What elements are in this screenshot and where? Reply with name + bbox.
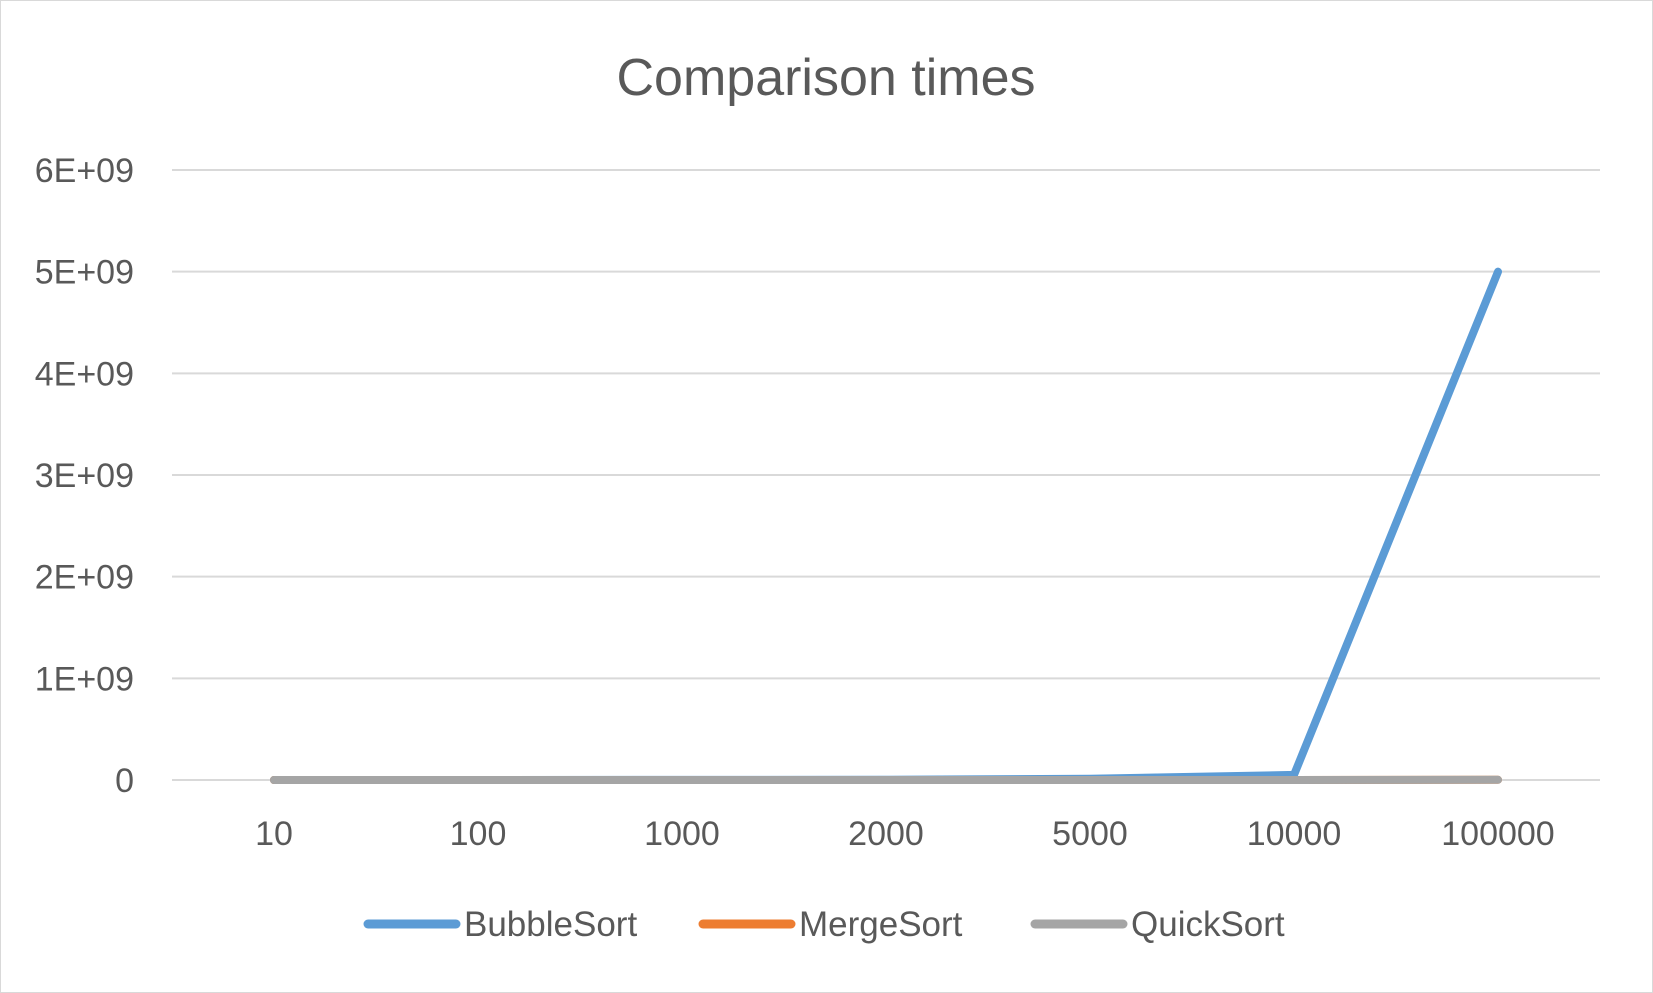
- legend-label: BubbleSort: [464, 905, 637, 944]
- x-axis-ticks: 10 100 1000 2000 5000 10000 100000: [255, 815, 1555, 853]
- data-point-bubblesort: [1497, 271, 1499, 273]
- x-tick-label: 10000: [1247, 815, 1342, 853]
- chart-title: Comparison times: [616, 49, 1035, 107]
- y-axis-ticks: 0 1E+09 2E+09 3E+09 4E+09 5E+09 6E+09: [35, 152, 134, 800]
- legend-item-quicksort: QuickSort: [1030, 905, 1285, 944]
- data-point-bubblesort: [1293, 774, 1295, 776]
- y-tick-label: 0: [115, 762, 134, 800]
- y-tick-label: 5E+09: [35, 254, 134, 292]
- x-tick-label: 10: [255, 815, 293, 853]
- data-point-quicksort: [273, 779, 275, 781]
- legend: BubbleSort MergeSort QuickSort: [363, 905, 1285, 944]
- x-tick-label: 2000: [848, 815, 924, 853]
- data-point-quicksort: [681, 779, 683, 781]
- y-tick-label: 1E+09: [35, 660, 134, 698]
- legend-label: QuickSort: [1131, 905, 1285, 944]
- data-point-quicksort: [885, 779, 887, 781]
- data-point-quicksort: [1497, 779, 1499, 781]
- x-tick-label: 100000: [1441, 815, 1554, 853]
- x-tick-label: 100: [450, 815, 507, 853]
- series-lines: [270, 267, 1502, 784]
- legend-item-mergesort: MergeSort: [698, 905, 963, 944]
- x-tick-label: 1000: [644, 815, 720, 853]
- y-tick-label: 3E+09: [35, 457, 134, 495]
- legend-item-bubblesort: BubbleSort: [363, 905, 637, 944]
- legend-label: MergeSort: [799, 905, 963, 944]
- y-tick-label: 2E+09: [35, 559, 134, 597]
- gridlines: [172, 169, 1600, 781]
- x-tick-label: 5000: [1052, 815, 1128, 853]
- series-line-bubblesort: [270, 267, 1502, 784]
- data-point-quicksort: [1293, 779, 1295, 781]
- data-point-quicksort: [1089, 779, 1091, 781]
- data-point-quicksort: [477, 779, 479, 781]
- y-tick-label: 4E+09: [35, 355, 134, 393]
- y-tick-label: 6E+09: [35, 152, 134, 190]
